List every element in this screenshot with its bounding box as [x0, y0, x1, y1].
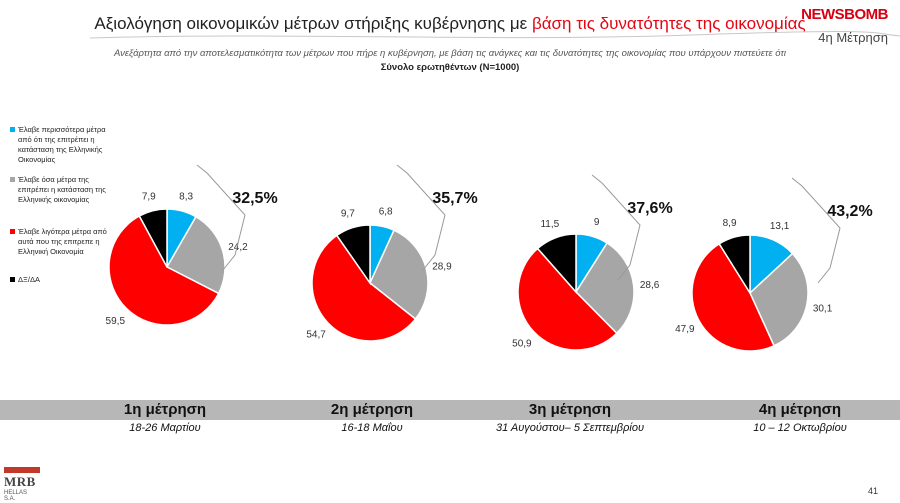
- legend-item-same: Έλαβε όσα μέτρα της επιτρέπει η κατάστασ…: [10, 175, 110, 205]
- pie-3-bracket-total: 37,6%: [627, 200, 672, 217]
- legend-label: Έλαβε όσα μέτρα της επιτρέπει η κατάστασ…: [18, 175, 106, 204]
- pie-4-bracket: [791, 177, 841, 284]
- pie-4-label-2: 30,1: [813, 304, 833, 315]
- pie-4-label-1: 13,1: [770, 221, 790, 232]
- pie-3-label-2: 28,6: [640, 280, 660, 291]
- pie-4-bracket-total: 43,2%: [827, 203, 872, 220]
- legend-label: Έλαβε περισσότερα μέτρα από ότι της επιτ…: [18, 125, 106, 164]
- legend-label: ΔΞ/ΔΑ: [18, 275, 40, 284]
- decorative-wave-line: [90, 30, 900, 39]
- pie-1-bracket-total: 32,5%: [232, 190, 277, 207]
- period-3: 3η μέτρηση 31 Αυγούστου– 5 Σεπτεμβρίου: [480, 401, 660, 434]
- pie-1-bracket: [196, 164, 246, 271]
- pie-4-label-4: 8,9: [723, 218, 737, 229]
- pie-2-label-2: 28,9: [432, 262, 452, 273]
- legend-label: Έλαβε λιγότερα μέτρα από αυτά που της επ…: [18, 227, 107, 256]
- mrb-logo: MRB HELLAS S.A.: [4, 467, 40, 502]
- pie-2-label-3: 54,7: [306, 330, 326, 341]
- pie-2-slice-2: [369, 229, 429, 321]
- chart-legend: Έλαβε περισσότερα μέτρα από ότι της επιτ…: [10, 125, 110, 295]
- period-heading: 1η μέτρηση: [123, 401, 207, 418]
- pie-2-label-4: 9,7: [341, 208, 355, 219]
- page-number: 41: [867, 486, 878, 496]
- pie-2-bracket-total: 35,7%: [432, 190, 477, 207]
- brand-logo: NEWSBOMB: [801, 6, 888, 23]
- legend-swatch: [10, 177, 15, 182]
- pie-3-bracket: [591, 174, 641, 281]
- logo-text: MRB: [4, 474, 36, 489]
- pie-3-slice-3: [517, 247, 618, 351]
- period-dates: 16-18 Μαΐου: [341, 422, 403, 434]
- legend-swatch: [10, 277, 15, 282]
- pie-2-label-1: 6,8: [379, 207, 393, 218]
- pie-charts-area: 8,3 24,2 59,5 7,9 32,5% 6,8 28,9 54,7 9,7 35,7% 9 2…: [106, 164, 873, 352]
- period-band: [0, 400, 900, 420]
- measurement-tag: 4η Μέτρηση: [818, 30, 888, 45]
- pie-3-slice-4: [536, 233, 577, 294]
- pie-2-bracket: [396, 164, 446, 271]
- pie-4-slice-3: [691, 242, 776, 352]
- sample-base: Σύνολο ερωτηθέντων (N=1000): [380, 62, 520, 73]
- pie-3-label-1: 9: [594, 217, 600, 228]
- period-dates: 10 – 12 Οκτωβρίου: [753, 422, 847, 434]
- pie-4-label-3: 47,9: [675, 324, 695, 335]
- pie-3-label-3: 50,9: [512, 338, 532, 349]
- page-title: Αξιολόγηση οικονομικών μέτρων στήριξης κ…: [0, 14, 900, 34]
- legend-swatch: [10, 127, 15, 132]
- legend-item-more: Έλαβε περισσότερα μέτρα από ότι της επιτ…: [10, 125, 110, 165]
- period-dates: 31 Αυγούστου– 5 Σεπτεμβρίου: [495, 422, 644, 434]
- pie-1-label-3: 59,5: [106, 316, 126, 327]
- period-heading: 4η μέτρηση: [758, 401, 842, 418]
- pie-2-slice-4: [335, 224, 371, 286]
- pie-4-slice-4: [718, 234, 751, 296]
- legend-item-less: Έλαβε λιγότερα μέτρα από αυτά που της επ…: [10, 227, 110, 257]
- pie-3-slice-2: [575, 241, 635, 335]
- pie-1-slice-3: [108, 214, 220, 326]
- period-4: 4η μέτρηση 10 – 12 Οκτωβρίου: [710, 401, 890, 434]
- legend-item-dk-na: ΔΞ/ΔΑ: [10, 275, 110, 285]
- period-heading: 3η μέτρηση: [528, 401, 612, 418]
- period-1: 1η μέτρηση 18-26 Μαρτίου: [75, 401, 255, 434]
- pie-4-slice-2: [749, 252, 809, 347]
- period-dates: 18-26 Μαρτίου: [129, 422, 201, 434]
- logo-bar: [4, 467, 40, 473]
- pie-3-label-4: 11,5: [540, 219, 559, 230]
- period-2: 2η μέτρηση 16-18 Μαΐου: [282, 401, 462, 434]
- title-part-2: βάση τις δυνατότητες της οικονομίας: [531, 14, 806, 33]
- title-part-1: Αξιολόγηση οικονομικών μέτρων στήριξης κ…: [94, 14, 528, 33]
- period-heading: 2η μέτρηση: [330, 401, 414, 418]
- pie-1-label-4: 7,9: [142, 191, 156, 202]
- pie-1-slice-4: [138, 208, 168, 268]
- legend-swatch: [10, 229, 15, 234]
- pie-1-label-1: 8,3: [179, 192, 193, 203]
- pie-2-slice-3: [311, 234, 417, 342]
- subtitle: Ανεξάρτητα από την αποτελεσματικότητα τω…: [113, 48, 787, 59]
- logo-subtext: HELLAS S.A.: [4, 490, 28, 502]
- pie-1-label-2: 24,2: [228, 242, 248, 253]
